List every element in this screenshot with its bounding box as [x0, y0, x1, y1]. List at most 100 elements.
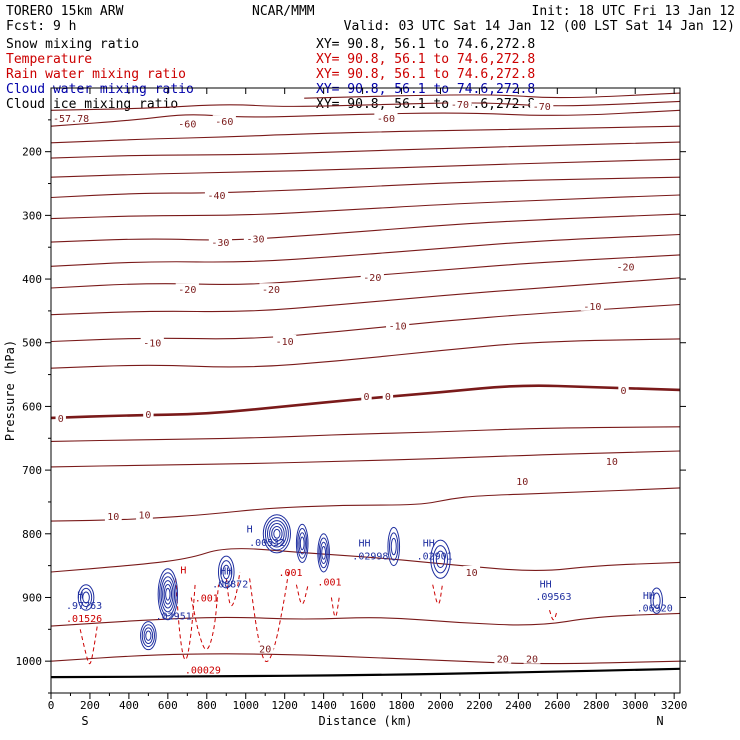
temperature-label-28: 20	[526, 655, 538, 666]
cloud-water-ring-9-1	[652, 592, 661, 609]
temperature-label-14: -10	[143, 339, 161, 350]
x-tick-label-15: 3000	[622, 699, 649, 712]
rain-contour-1	[175, 578, 196, 661]
temperature-label-bg-23	[104, 509, 122, 521]
cloud-water-label-10: .02901	[417, 551, 453, 562]
temperature-label-15: -10	[276, 337, 294, 348]
temperature-label-bg-26	[256, 642, 274, 654]
y-tick-label-2: 400	[22, 273, 42, 286]
cloud-water-label-1: .97763	[66, 601, 102, 612]
temperature-label-5: -40	[207, 191, 225, 202]
plot-frame	[50, 87, 681, 694]
temperature-label-bg-11	[360, 271, 384, 283]
temperature-label-bg-13	[386, 319, 410, 331]
temperature-label-bg-2	[374, 111, 398, 123]
temperature-label-bg-17	[143, 408, 154, 420]
temperature-contour-20	[51, 653, 680, 665]
temperature-label-22: 10	[516, 477, 528, 488]
surface-line	[51, 667, 680, 679]
top-left-value: -57.78	[53, 114, 89, 125]
x-tick-label-11: 2200	[466, 699, 493, 712]
cloud-water-ring-3-0	[217, 555, 235, 589]
temperature-label-10: -20	[262, 285, 280, 296]
legend-field-0: Snow mixing ratio	[6, 37, 139, 52]
y-tick-label-6: 800	[22, 528, 42, 541]
x-tick-label-2: 400	[119, 699, 139, 712]
legend-xy-0: XY= 90.8, 56.1 to 74.6,272.8	[316, 37, 535, 52]
legend-xy-2: XY= 90.8, 56.1 to 74.6,272.8	[316, 67, 535, 82]
cloud-water-ring-5-2	[298, 532, 306, 555]
temperature-label-16: 0	[58, 414, 64, 425]
temperature-contour-1	[51, 100, 680, 111]
cloud-water-ring-7-2	[390, 537, 397, 556]
temperature-label-bg-21	[603, 455, 621, 467]
temperature-label-20: 0	[621, 386, 627, 397]
plot-inner: -60 -60 -60 -70 -70 -40 -30 -30 -20 -20 -20 -20 -10 -…	[51, 92, 680, 679]
temperature-label-0: -60	[178, 120, 196, 131]
temperature-label-bg-3	[448, 97, 472, 109]
temperature-label-18: 0	[363, 392, 369, 403]
temperature-label-bg-15	[273, 334, 297, 346]
temperature-label-bg-28	[523, 652, 541, 664]
cloud-water-label-0: H	[77, 590, 83, 601]
temperature-label-bg-24	[136, 508, 153, 520]
temperature-label-2: -60	[377, 114, 395, 125]
rain-contour-0	[79, 622, 99, 665]
header: TORERO 15km ARW NCAR/MMM Init: 18 UTC Fr…	[6, 4, 735, 34]
cloud-water-label-9: HH	[423, 539, 435, 550]
temperature-label-25: 10	[466, 568, 478, 579]
rain-contour-4	[249, 571, 290, 663]
cloud-water-ring-3-2	[222, 564, 231, 580]
legend-field-1: Temperature	[6, 52, 92, 67]
legend-xy-4: XY= 90.8, 56.1 to 74.6,272.8	[316, 97, 535, 112]
forecast-hour: Fcst: 9 h	[6, 19, 76, 34]
temperature-label-bg-0	[175, 117, 199, 129]
legend-field-2: Rain water mixing ratio	[6, 67, 186, 82]
temperature-label-1: -60	[215, 117, 233, 128]
temperature-contour-19	[51, 612, 680, 627]
cloud-water-ring-2-3	[162, 580, 174, 609]
temperature-label-bg-10	[259, 283, 283, 295]
rain-label-4: .00029	[185, 665, 221, 676]
temperature-contour-5	[51, 158, 680, 178]
temperature-label-bg-16	[55, 411, 66, 423]
legend-xy-3: XY= 90.8, 56.1 to 74.6,272.8	[316, 82, 535, 97]
temperature-label-4: -70	[533, 102, 551, 113]
cloud-water-ring-0-0	[77, 584, 95, 611]
temperature-contour-3	[51, 125, 680, 144]
center-name: NCAR/MMM	[252, 4, 315, 19]
cloud-water-ring-2-2	[160, 576, 176, 613]
temperature-label-12: -10	[583, 302, 601, 313]
cloud-water-label-5: H	[247, 525, 253, 536]
temperature-label-bg-12	[580, 299, 604, 311]
cloud-water-ring-8-2	[435, 550, 446, 568]
cloud-water-ring-7-1	[389, 532, 399, 561]
rain-label-3: .01526	[66, 614, 102, 625]
cloud-water-label-14: .06920	[637, 604, 673, 615]
temperature-label-11: -20	[363, 273, 381, 284]
x-tick-label-13: 2600	[544, 699, 571, 712]
south-label: S	[81, 714, 88, 728]
plot-area: -60 -60 -60 -70 -70 -40 -30 -30 -20 -20 -20 -20 -10 -…	[51, 92, 680, 679]
x-tick-label-0: 0	[48, 699, 55, 712]
y-tick-label-3: 500	[22, 337, 42, 350]
temperature-label-bg-6	[208, 236, 233, 248]
cloud-water-ring-4-3	[269, 522, 285, 545]
temperature-contour-7	[51, 194, 680, 220]
cloud-water-ring-9-0	[650, 587, 663, 614]
legend-xy-1: XY= 90.8, 56.1 to 74.6,272.8	[316, 52, 535, 67]
cloud-water-label-13: HH	[643, 591, 655, 602]
y-tick-label-0: 200	[22, 146, 42, 159]
legend-field-3: Cloud water mixing ratio	[6, 82, 194, 97]
cloud-water-ring-0-2	[82, 591, 90, 604]
rain-label-2: .001	[195, 593, 219, 604]
temperature-contour-18	[51, 548, 680, 573]
temperature-label-21: 10	[606, 457, 618, 468]
x-tick-label-8: 1600	[349, 699, 376, 712]
rain-label-0: .001	[278, 568, 302, 579]
temperature-contour-0	[304, 92, 680, 99]
rain-contour-8	[549, 610, 558, 621]
cloud-water-ring-8-0	[430, 539, 451, 579]
temperature-label-bg-1	[212, 115, 236, 127]
cloud-water-ring-6-3	[321, 545, 327, 560]
